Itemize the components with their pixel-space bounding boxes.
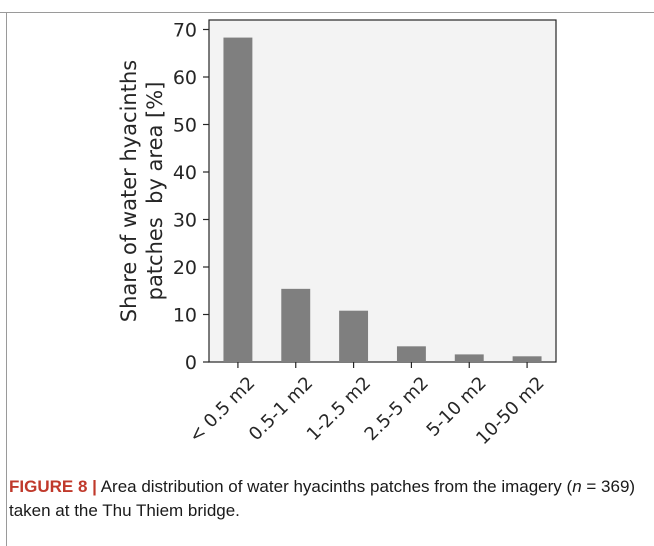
bar-chart: < 0.5 m20.5-1 m21-2.5 m22.5-5 m25-10 m21… xyxy=(117,19,557,449)
y-tick-label: 70 xyxy=(173,20,197,42)
frame-top-line xyxy=(0,12,654,13)
y-tick-label: 40 xyxy=(173,162,197,184)
x-tick-label: < 0.5 m2 xyxy=(185,373,259,447)
y-tick-label: 20 xyxy=(173,257,197,279)
bar xyxy=(339,310,369,362)
frame-left-line xyxy=(6,12,7,546)
caption-n-symbol: n xyxy=(572,477,582,496)
bar xyxy=(281,288,311,362)
y-axis-label-line1: Share of water hyacinths xyxy=(117,60,141,322)
bar xyxy=(223,37,253,362)
caption-separator: | xyxy=(92,477,97,496)
figure-caption: FIGURE 8 | Area distribution of water hy… xyxy=(9,475,639,523)
y-tick-label: 50 xyxy=(173,115,197,137)
x-tick-label: 2.5-5 m2 xyxy=(361,373,433,445)
plot-area xyxy=(208,19,557,363)
bar xyxy=(512,356,542,362)
y-axis-label-line2: patches by area [%] xyxy=(143,82,167,301)
y-tick-label: 60 xyxy=(173,67,197,89)
y-tick-label: 10 xyxy=(173,305,197,327)
bar xyxy=(396,346,426,362)
caption-text-part2: = 369) taken at the Thu Thiem bridge. xyxy=(9,477,636,520)
bar xyxy=(454,354,484,362)
figure-label: FIGURE 8 xyxy=(9,477,88,496)
caption-text-part1: Area distribution of water hyacinths pat… xyxy=(96,477,573,496)
y-tick-label: 0 xyxy=(185,352,197,374)
y-tick-label: 30 xyxy=(173,210,197,232)
